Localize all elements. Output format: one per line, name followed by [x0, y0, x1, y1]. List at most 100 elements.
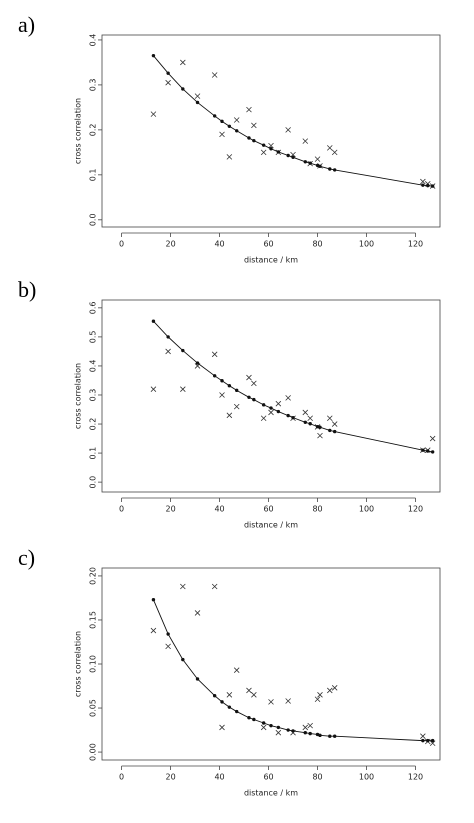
cross-point	[219, 392, 225, 398]
dot-point	[166, 335, 170, 339]
dot-point	[318, 164, 322, 168]
cross-point	[275, 400, 282, 407]
cross-point	[246, 374, 252, 381]
x-tick-label: 20	[165, 505, 175, 514]
dot-point	[151, 53, 156, 58]
x-tick-label: 60	[263, 240, 273, 249]
cross-point	[211, 583, 218, 590]
cross-point	[246, 687, 252, 694]
fit-line	[153, 599, 433, 742]
cross-point	[268, 409, 274, 416]
y-tick-label: 0.00	[89, 743, 98, 761]
cross-point	[233, 667, 240, 673]
dot-point	[261, 143, 266, 147]
cross-point	[314, 696, 321, 703]
x-tick-label: 100	[359, 773, 374, 782]
dot-point	[421, 183, 425, 187]
cross-point	[307, 722, 313, 729]
y-tick-label: 0.2	[89, 124, 98, 137]
cross-point	[327, 145, 333, 151]
cross-point	[327, 687, 333, 694]
panel-label: c)	[18, 545, 35, 570]
dot-point	[430, 450, 435, 454]
dot-point	[308, 731, 312, 736]
dot-point	[220, 700, 224, 704]
cross-point	[302, 724, 309, 731]
x-axis-title: distance / km	[244, 256, 298, 265]
x-tick-label: 80	[312, 773, 322, 782]
y-tick-label: 0.4	[89, 360, 98, 373]
fit-line	[153, 320, 433, 453]
x-tick-label: 60	[263, 505, 273, 514]
cross-point	[420, 178, 426, 185]
dot-point	[426, 183, 430, 188]
dot-point	[247, 716, 251, 720]
x-tick-label: 100	[359, 240, 374, 249]
fit-line	[153, 55, 433, 187]
dot-point	[328, 167, 332, 171]
dot-point	[227, 124, 232, 128]
y-tick-label: 0.5	[89, 331, 98, 344]
dot-point	[286, 413, 290, 418]
cross-point	[429, 435, 436, 442]
cross-point	[285, 698, 291, 704]
cross-point	[331, 421, 338, 427]
dot-point	[181, 348, 185, 353]
cross-point	[150, 111, 157, 117]
y-tick-label: 0.2	[89, 418, 98, 431]
dot-point	[235, 388, 239, 393]
dot-point	[195, 100, 200, 105]
dot-point	[286, 153, 290, 158]
dot-point	[166, 71, 170, 75]
dot-point	[318, 733, 322, 738]
dot-point	[181, 87, 185, 91]
x-tick-label: 20	[165, 240, 175, 249]
dot-point	[426, 738, 430, 743]
cross-point	[317, 432, 323, 439]
plot-frame	[101, 567, 441, 761]
cross-point	[331, 684, 338, 691]
cross-point	[226, 154, 233, 160]
dot-point	[328, 428, 332, 433]
cross-point	[194, 610, 201, 616]
y-tick-label: 0.6	[89, 301, 98, 314]
y-tick-label: 0.4	[89, 34, 98, 47]
y-tick-label: 0.1	[89, 447, 98, 460]
cross-point	[165, 643, 171, 650]
cross-point	[180, 583, 186, 590]
dot-point	[303, 420, 307, 424]
dot-point	[220, 379, 224, 383]
cross-point	[251, 122, 257, 129]
dot-point	[252, 397, 256, 402]
cross-point	[211, 72, 218, 78]
y-axis-title: cross correlation	[74, 98, 83, 164]
x-tick-label: 40	[214, 505, 224, 514]
cross-point	[211, 351, 218, 358]
dot-point	[332, 429, 337, 434]
y-tick-label: 0.15	[89, 611, 98, 629]
x-tick-label: 80	[312, 240, 322, 249]
dot-point	[247, 395, 251, 400]
dot-point	[421, 448, 425, 452]
y-axis-title: cross correlation	[74, 363, 83, 429]
dot-point	[212, 114, 217, 118]
dot-point	[308, 161, 312, 165]
cross-point	[233, 403, 240, 410]
cross-point	[194, 93, 201, 99]
plot-frame	[101, 299, 441, 493]
dot-point	[235, 709, 239, 714]
cross-point	[268, 142, 274, 149]
plot-frame	[101, 34, 441, 228]
y-tick-label: 0.10	[89, 655, 98, 673]
x-tick-label: 0	[119, 505, 124, 514]
dot-point	[430, 184, 435, 188]
x-tick-label: 100	[359, 505, 374, 514]
dot-point	[252, 138, 256, 143]
cross-point	[260, 724, 267, 731]
x-tick-label: 20	[165, 773, 175, 782]
dot-point	[426, 449, 430, 453]
dot-point	[286, 728, 290, 732]
cross-point	[165, 348, 171, 355]
dot-point	[276, 725, 281, 730]
cross-point	[285, 127, 291, 133]
